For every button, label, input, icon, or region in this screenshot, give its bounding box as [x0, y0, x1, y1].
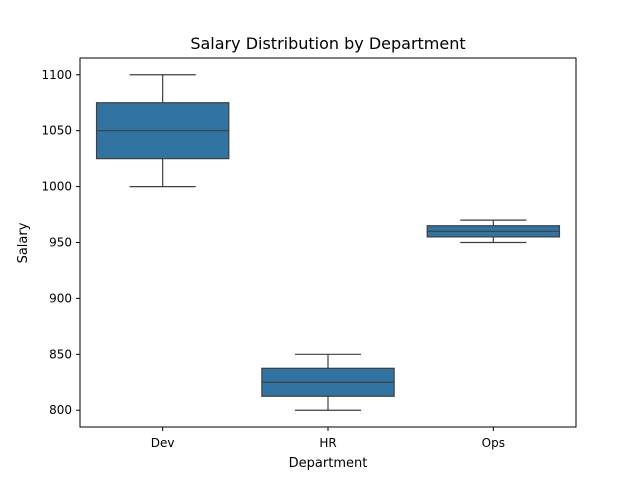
x-tick-label-hr: HR — [319, 436, 336, 450]
x-axis: Dev HR Ops — [151, 427, 505, 450]
y-axis: 800 850 900 950 1000 1050 1100 — [41, 68, 80, 417]
y-tick-label-850: 850 — [49, 347, 72, 361]
box-dev — [95, 74, 230, 188]
y-tick-label-1000: 1000 — [41, 180, 72, 194]
y-axis-label: Salary — [16, 222, 31, 263]
y-tick-label-950: 950 — [49, 236, 72, 250]
y-tick-label-1050: 1050 — [41, 124, 72, 138]
x-tick-label-ops: Ops — [482, 436, 505, 450]
x-tick-label-dev: Dev — [151, 436, 175, 450]
box-hr — [261, 353, 395, 411]
y-tick-label-1100: 1100 — [41, 68, 72, 82]
y-tick-label-900: 900 — [49, 291, 72, 305]
plot-area — [79, 57, 577, 428]
x-axis-label: Department — [289, 456, 368, 471]
box-ops — [426, 219, 561, 244]
chart-title: Salary Distribution by Department — [190, 34, 465, 53]
y-tick-label-800: 800 — [49, 403, 72, 417]
